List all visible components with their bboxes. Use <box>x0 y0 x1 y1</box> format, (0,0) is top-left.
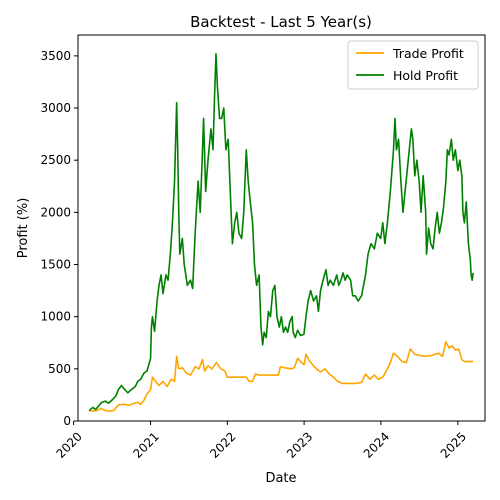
legend-trade-profit-label: Trade Profit <box>392 46 464 61</box>
y-tick-label: 1500 <box>40 258 71 272</box>
legend-hold-profit-label: Hold Profit <box>393 68 458 83</box>
x-axis-label: Date <box>265 471 296 486</box>
y-tick-label: 1000 <box>40 310 71 324</box>
y-tick-label: 3500 <box>40 49 71 63</box>
y-axis-label: Profit (%) <box>16 198 31 259</box>
legend: Trade Profit Hold Profit <box>347 40 479 90</box>
chart-title: Backtest - Last 5 Year(s) <box>190 13 372 31</box>
hold-profit-line <box>88 52 475 412</box>
series-layer <box>88 52 475 412</box>
y-tick-label: 3000 <box>40 101 71 115</box>
y-tick-label: 2500 <box>40 153 71 167</box>
trade-profit-line <box>89 340 474 412</box>
plot-frame <box>77 34 486 422</box>
y-tick-label: 0 <box>63 414 71 428</box>
y-tick-label: 2000 <box>40 205 71 219</box>
y-tick-label: 500 <box>48 362 71 376</box>
